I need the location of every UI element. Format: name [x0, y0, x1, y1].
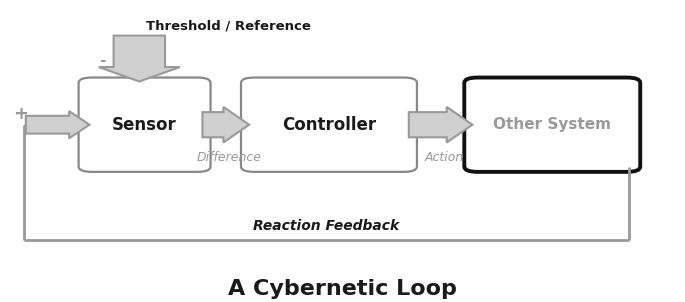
Text: Threshold / Reference: Threshold / Reference — [146, 20, 311, 33]
Text: +: + — [13, 105, 28, 123]
Polygon shape — [99, 36, 180, 82]
Text: Controller: Controller — [282, 116, 376, 134]
Text: Difference: Difference — [197, 151, 262, 164]
Text: Action: Action — [425, 151, 464, 164]
Polygon shape — [409, 107, 473, 143]
FancyBboxPatch shape — [241, 78, 417, 172]
FancyBboxPatch shape — [464, 78, 640, 172]
Text: A Cybernetic Loop: A Cybernetic Loop — [228, 279, 457, 299]
Text: Reaction Feedback: Reaction Feedback — [253, 220, 399, 233]
Text: Other System: Other System — [493, 117, 611, 132]
Polygon shape — [26, 111, 90, 138]
Polygon shape — [203, 107, 249, 143]
Text: Sensor: Sensor — [112, 116, 177, 134]
Text: -: - — [99, 53, 105, 68]
FancyBboxPatch shape — [79, 78, 210, 172]
